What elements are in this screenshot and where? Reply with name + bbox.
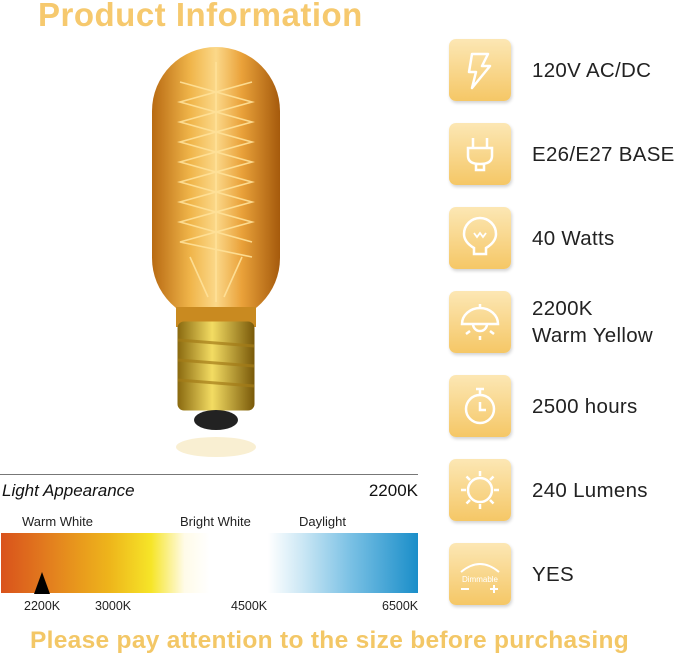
zone-label: Bright White [180, 514, 251, 529]
spec-label: 240 Lumens [532, 478, 648, 502]
color-temperature-bar [1, 533, 418, 593]
tick-label: 4500K [231, 599, 268, 613]
sun-icon [449, 459, 511, 521]
bulb-icon [449, 207, 511, 269]
spec-label: YES [532, 562, 574, 586]
spec-label-line2: Warm Yellow [532, 324, 654, 347]
spec-color-temp: 2200K Warm Yellow [449, 290, 653, 354]
spec-dimmable: Dimmable YES [449, 542, 574, 606]
dimmable-icon: Dimmable [449, 543, 511, 605]
page-title: Product Information [38, 0, 363, 33]
zone-label: Warm White [22, 514, 94, 529]
spec-base: E26/E27 BASE [449, 122, 675, 186]
spec-lumens: 240 Lumens [449, 458, 648, 522]
lamp-icon [449, 291, 511, 353]
lightning-icon [449, 39, 511, 101]
tick-label: 6500K [382, 599, 419, 613]
light-appearance-heading: Light Appearance [2, 481, 135, 500]
spec-label: E26/E27 BASE [532, 142, 675, 166]
light-appearance-value: 2200K [368, 481, 418, 500]
stopwatch-icon [449, 375, 511, 437]
footer-note: Please pay attention to the size before … [30, 627, 630, 654]
dimmable-icon-text: Dimmable [462, 575, 499, 584]
spec-voltage: 120V AC/DC [449, 38, 651, 102]
zone-label: Daylight [299, 514, 346, 529]
spec-label-line1: 2200K [532, 297, 593, 320]
tick-label: 3000K [95, 599, 132, 613]
spec-label: 40 Watts [532, 226, 615, 250]
plug-icon [449, 123, 511, 185]
spec-label: 2200K Warm Yellow [532, 295, 653, 349]
product-bulb-image [152, 47, 280, 457]
spec-label: 2500 hours [532, 394, 638, 418]
tick-label: 2200K [24, 599, 61, 613]
spec-wattage: 40 Watts [449, 206, 615, 270]
spec-label: 120V AC/DC [532, 58, 652, 82]
divider [0, 474, 418, 475]
spec-lifetime: 2500 hours [449, 374, 638, 438]
temperature-marker [34, 572, 50, 594]
